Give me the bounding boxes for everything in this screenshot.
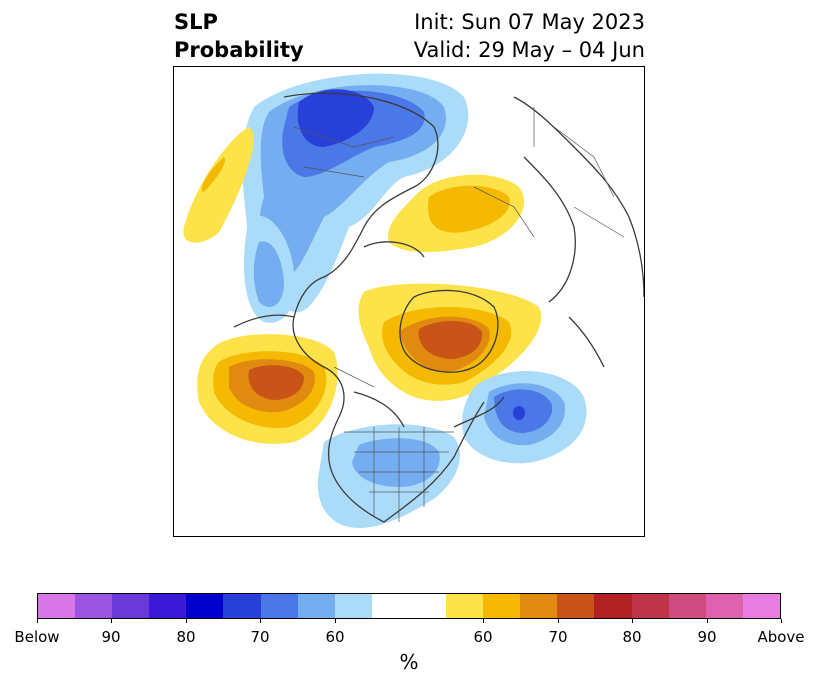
colorbar-tick-label: 90 [101, 628, 121, 646]
colorbar-tick-mark [335, 619, 336, 623]
colorbar-tick-mark [781, 619, 782, 623]
political-borders [293, 107, 625, 522]
colorbar-swatch [742, 594, 780, 618]
colorbar-tick-label: Above [757, 628, 805, 646]
valid-range: Valid: 29 May – 04 Jun [413, 38, 645, 62]
colorbar-tick-mark [37, 619, 38, 623]
colorbar-swatch [557, 594, 595, 618]
below-anomaly-atlantic [462, 370, 587, 464]
colorbar-tick-mark [186, 619, 187, 623]
above-anomaly-gulf-alaska [197, 334, 338, 444]
above-anomaly-siberia [388, 174, 524, 252]
colorbar-swatch [75, 594, 113, 618]
colorbar-unit-label: % [399, 650, 419, 674]
colorbar-tick-mark [483, 619, 484, 623]
colorbar-tick-label: 60 [473, 628, 493, 646]
colorbar-swatch [38, 594, 76, 618]
map-dates: Init: Sun 07 May 2023 Valid: 29 May – 04… [414, 8, 645, 64]
colorbar-swatch [297, 594, 335, 618]
colorbar-swatch [408, 594, 447, 618]
colorbar-swatch [223, 594, 261, 618]
above-anomaly-nw-pacific [183, 127, 254, 243]
coastlines [233, 92, 644, 523]
colorbar-tick-label: 70 [548, 628, 568, 646]
colorbar-tick-mark [260, 619, 261, 623]
colorbar-tick-label: 60 [325, 628, 345, 646]
colorbar-swatch [483, 594, 521, 618]
title-variable: SLP [174, 10, 218, 34]
colorbar-tick-mark [111, 619, 112, 623]
colorbar-tick-label: Below [14, 628, 60, 646]
above-anomaly-arctic [358, 283, 542, 401]
colorbar [37, 593, 781, 619]
colorbar-swatch [112, 594, 150, 618]
colorbar-swatch [631, 594, 669, 618]
colorbar-swatch [334, 594, 372, 618]
map-title: SLP Probability [174, 8, 304, 64]
colorbar-tick-mark [707, 619, 708, 623]
colorbar-swatch [520, 594, 558, 618]
colorbar-swatch [705, 594, 743, 618]
below-anomaly-west [244, 215, 295, 323]
probability-map [183, 73, 644, 528]
colorbar-tick-label: 80 [176, 628, 196, 646]
init-date: Init: Sun 07 May 2023 [414, 10, 645, 34]
colorbar-tick-label: 70 [250, 628, 270, 646]
colorbar-tick-label: 90 [697, 628, 717, 646]
title-product: Probability [174, 38, 304, 62]
colorbar-tick-mark [558, 619, 559, 623]
colorbar-swatch [371, 594, 409, 618]
colorbar-tick-label: 80 [622, 628, 642, 646]
colorbar-swatch [149, 594, 187, 618]
colorbar-swatch [446, 594, 484, 618]
colorbar-swatch [186, 594, 224, 618]
colorbar-swatch [260, 594, 298, 618]
colorbar-swatch [668, 594, 706, 618]
map-panel [173, 66, 645, 537]
below-anomaly-pacific [242, 73, 469, 313]
colorbar-swatch [594, 594, 632, 618]
colorbar-tick-mark [632, 619, 633, 623]
